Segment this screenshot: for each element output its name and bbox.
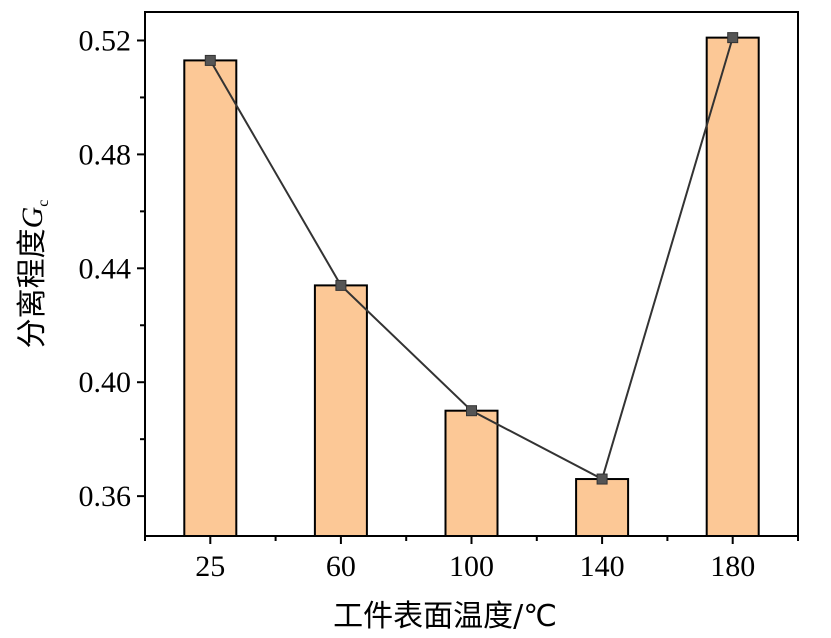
x-axis-title: 工件表面温度/℃ xyxy=(333,599,557,634)
marker-180 xyxy=(727,32,739,44)
line-group xyxy=(204,32,739,485)
x-tick-label: 60 xyxy=(326,550,356,583)
y-tick-label: 0.52 xyxy=(79,24,132,57)
bar-180 xyxy=(705,36,760,538)
y-axis-title: 分离程度Gc xyxy=(15,200,52,349)
bar-60 xyxy=(313,284,368,537)
y-tick-label: 0.44 xyxy=(79,252,132,285)
marker-60 xyxy=(335,279,347,291)
y-axis-title-symbol: G xyxy=(16,206,49,228)
y-axis-title-subscript: c xyxy=(35,200,52,207)
y-axis-title-text: 分离程度 xyxy=(15,228,50,348)
x-tick-label: 100 xyxy=(449,550,494,583)
marker-140 xyxy=(596,473,608,485)
bar-140 xyxy=(575,478,630,538)
x-tick-label: 180 xyxy=(710,550,755,583)
marker-100 xyxy=(466,405,477,417)
bar-25 xyxy=(183,59,238,537)
x-tick-label: 140 xyxy=(580,550,625,583)
bars-group xyxy=(183,36,760,538)
y-tick-label: 0.40 xyxy=(79,366,132,399)
y-axis: 0.36 0.40 0.44 0.48 0.52 xyxy=(79,24,145,513)
y-tick-label: 0.48 xyxy=(79,138,132,171)
y-tick-label: 0.36 xyxy=(79,480,132,513)
x-tick-label: 25 xyxy=(195,550,225,583)
marker-25 xyxy=(204,54,216,66)
x-axis: 25 60 100 140 180 xyxy=(144,536,799,583)
bar-100 xyxy=(444,409,499,537)
